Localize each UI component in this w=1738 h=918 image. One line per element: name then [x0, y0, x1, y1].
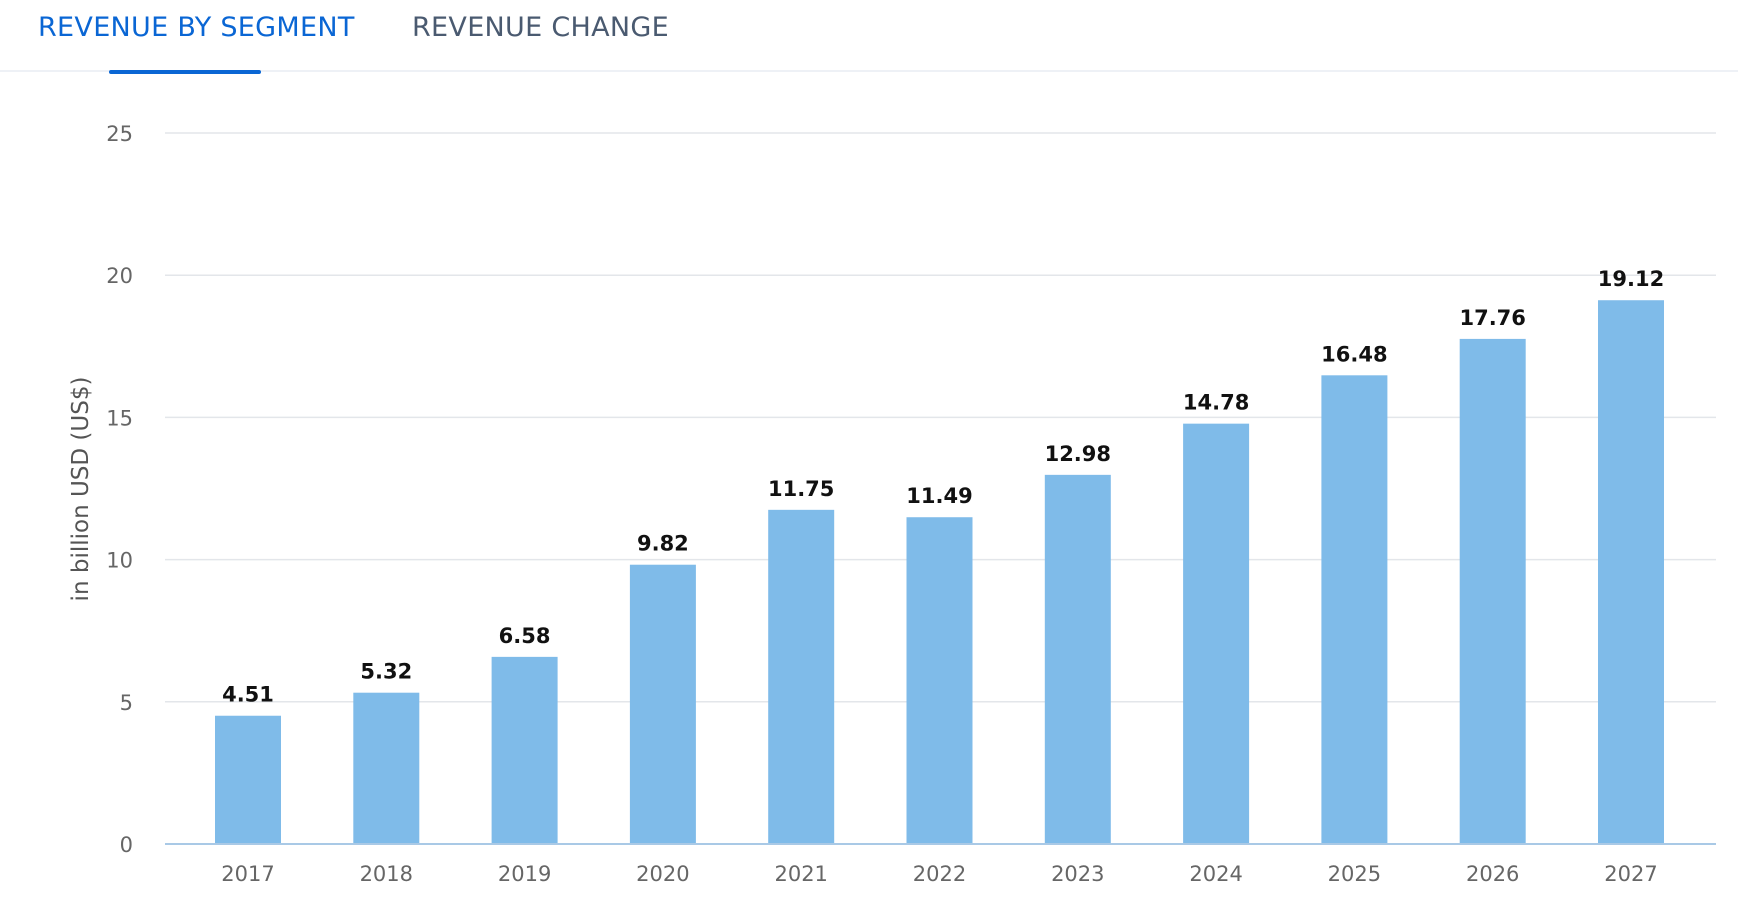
x-tick-2025: 2025 — [1328, 862, 1381, 886]
bar-2022[interactable] — [906, 517, 973, 844]
tab-revenue-change[interactable]: REVENUE CHANGE — [412, 12, 669, 43]
x-tick-2017: 2017 — [221, 862, 274, 886]
x-tick-2021: 2021 — [774, 862, 827, 886]
bar-2021[interactable] — [768, 509, 835, 844]
x-tick-2027: 2027 — [1604, 862, 1657, 886]
y-tick-25: 25 — [106, 122, 133, 146]
chart-gridlines — [165, 132, 1716, 703]
data-label-2022: 11.49 — [906, 484, 972, 508]
tab-bar: REVENUE BY SEGMENT REVENUE CHANGE — [0, 0, 1738, 74]
bar-2024[interactable] — [1183, 423, 1250, 844]
x-axis-ticks: 2017 2018 2019 2020 2021 2022 2023 2024 2025 2026… — [221, 862, 1657, 886]
data-label-2019: 6.58 — [499, 624, 551, 648]
x-tick-2019: 2019 — [498, 862, 551, 886]
bar-2027[interactable] — [1598, 300, 1664, 845]
data-label-2017: 4.51 — [222, 683, 274, 707]
bar-2017[interactable] — [215, 715, 281, 844]
y-axis-ticks: 0 5 10 15 20 25 — [106, 122, 133, 857]
bar-2025[interactable] — [1321, 375, 1388, 844]
y-tick-5: 5 — [120, 691, 133, 715]
x-tick-2018: 2018 — [360, 862, 413, 886]
data-label-2021: 11.75 — [768, 477, 834, 501]
tab-revenue-by-segment[interactable]: REVENUE BY SEGMENT — [38, 12, 355, 43]
bar-2020[interactable] — [629, 564, 696, 844]
y-tick-20: 20 — [106, 264, 133, 288]
y-axis-label: in billion USD (US$) — [68, 377, 94, 602]
y-tick-15: 15 — [106, 406, 133, 430]
x-tick-2020: 2020 — [636, 862, 689, 886]
data-label-2027: 19.12 — [1598, 267, 1664, 291]
y-tick-0: 0 — [120, 833, 133, 857]
bar-2019[interactable] — [491, 656, 558, 844]
x-tick-2026: 2026 — [1466, 862, 1519, 886]
data-label-2020: 9.82 — [637, 532, 689, 556]
data-label-2024: 14.78 — [1183, 391, 1249, 415]
data-label-2023: 12.98 — [1045, 442, 1111, 466]
x-tick-2022: 2022 — [913, 862, 966, 886]
data-label-2025: 16.48 — [1321, 342, 1387, 366]
chart-data-labels: 4.51 5.32 6.58 9.82 11.75 11.49 12.98 14.78 16.4… — [222, 267, 1664, 707]
chart-bars — [215, 300, 1664, 845]
x-tick-2024: 2024 — [1189, 862, 1242, 886]
data-label-2018: 5.32 — [360, 660, 412, 684]
active-tab-indicator — [109, 70, 261, 74]
data-label-2026: 17.76 — [1459, 306, 1525, 330]
bar-2026[interactable] — [1459, 338, 1526, 844]
bar-2023[interactable] — [1044, 474, 1111, 844]
x-tick-2023: 2023 — [1051, 862, 1104, 886]
y-tick-10: 10 — [106, 549, 133, 573]
bar-2018[interactable] — [353, 692, 420, 844]
